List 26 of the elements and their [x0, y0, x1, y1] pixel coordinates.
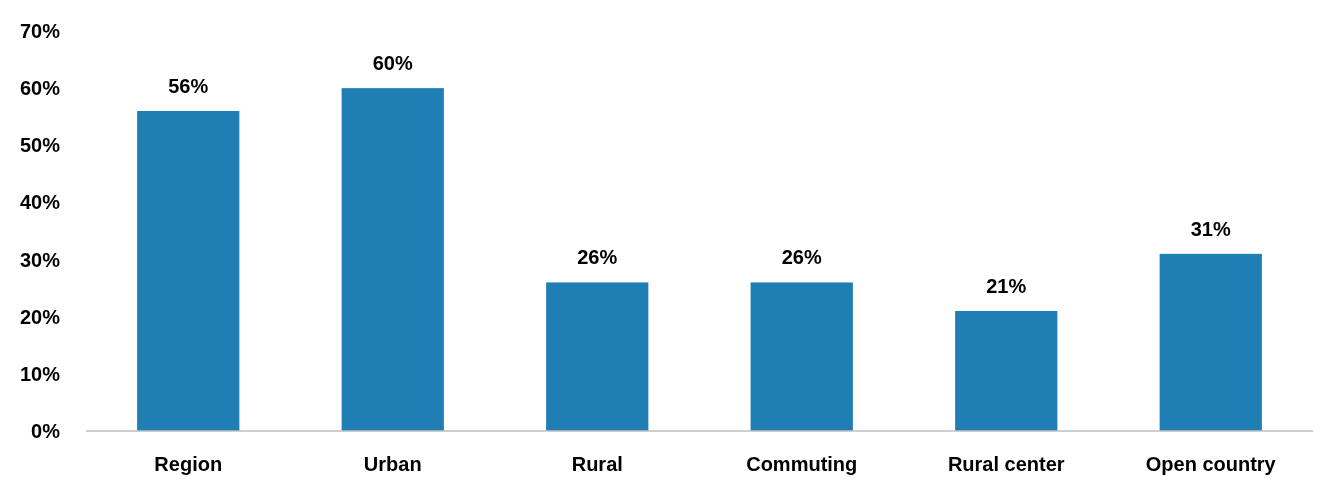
- y-tick-label: 40%: [19, 191, 61, 214]
- bar: [955, 311, 1058, 431]
- y-tick-label: 70%: [19, 20, 61, 42]
- bar: [137, 111, 240, 431]
- x-tick-label: Region: [154, 453, 223, 475]
- x-tick-label: Open country: [1145, 453, 1277, 475]
- y-tick-label: 10%: [19, 362, 61, 385]
- data-label: 26%: [577, 246, 618, 269]
- data-label: 56%: [168, 75, 209, 97]
- y-tick-label: 30%: [19, 248, 61, 271]
- y-tick-label: 50%: [19, 134, 61, 157]
- bar: [1159, 253, 1262, 431]
- data-label: 26%: [781, 246, 822, 269]
- data-label: 21%: [986, 275, 1027, 297]
- y-tick-label: 20%: [19, 305, 61, 328]
- data-label: 60%: [372, 52, 413, 75]
- data-label: 31%: [1190, 217, 1231, 240]
- x-tick-label: Rural: [571, 453, 623, 475]
- y-tick-label: 60%: [19, 77, 61, 100]
- bar: [750, 282, 853, 431]
- y-tick-label: 0%: [31, 420, 61, 442]
- bar: [341, 88, 444, 431]
- x-tick-label: Commuting: [746, 453, 858, 475]
- bar: [546, 282, 649, 431]
- x-tick-label: Urban: [363, 453, 422, 475]
- x-tick-label: Rural center: [947, 453, 1065, 475]
